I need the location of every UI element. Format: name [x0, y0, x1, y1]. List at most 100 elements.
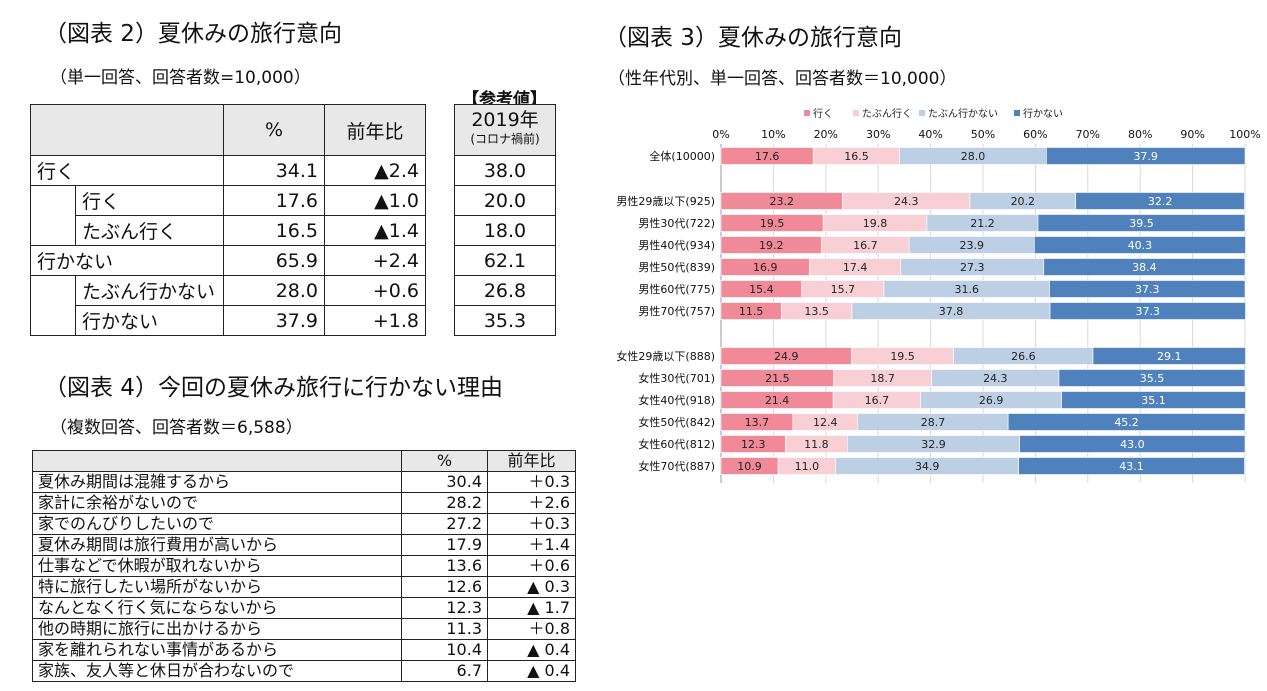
fig4-title: （図表 4）今回の夏休み旅行に行かない理由 — [44, 375, 503, 401]
data-label: 38.4 — [1132, 261, 1157, 274]
row-yoy: ▲2.4 — [324, 155, 426, 186]
data-label: 13.5 — [804, 305, 829, 318]
ref-value: 18.0 — [454, 215, 556, 246]
table-row: 行かない 65.9 +2.4 — [30, 245, 426, 276]
reason-pct: 11.3 — [401, 618, 488, 640]
table-row: なんとなく行く気にならないから 12.3 ▲ 1.7 — [32, 597, 576, 619]
data-label: 26.6 — [1011, 350, 1036, 363]
row-label: たぶん行かない — [75, 275, 224, 306]
bar-segment — [1007, 413, 1246, 431]
fig3-title: （図表 3）夏休みの旅行意向 — [604, 25, 902, 51]
ref-value: 62.1 — [454, 245, 556, 276]
table-row: 夏休み期間は旅行費用が高いから 17.9 ＋1.4 — [32, 534, 576, 556]
data-label: 12.4 — [813, 416, 838, 429]
data-label: 21.5 — [765, 372, 790, 385]
row-label: 行く — [75, 185, 224, 216]
legend-label: 行かない — [1023, 107, 1063, 120]
reason-yoy: ▲ 0.4 — [487, 639, 576, 661]
fig3-subtitle: （性年代別、単一回答、回答者数＝10,000） — [608, 69, 957, 89]
row-label: 行かない — [75, 305, 224, 336]
legend-swatch — [1014, 110, 1020, 116]
bar-segment — [1061, 391, 1246, 409]
category-label: 女性50代(842) — [638, 415, 715, 429]
reason-label: 特に旅行したい場所がないから — [32, 576, 402, 598]
fig2-reference-table: 2019年 (コロナ禍前) 38.0 20.0 18.0 62.1 26.8 3… — [454, 104, 556, 336]
table-row: 家計に余裕がないので 28.2 ＋2.6 — [32, 492, 576, 514]
reason-pct: 12.6 — [401, 576, 488, 598]
row-yoy: +0.6 — [324, 275, 426, 306]
category-label: 男性30代(722) — [638, 216, 715, 230]
x-tick-label: 20% — [814, 128, 838, 141]
reason-pct: 28.2 — [401, 492, 488, 514]
category-label: 男性70代(757) — [638, 304, 715, 318]
data-label: 39.5 — [1129, 217, 1154, 230]
legend-swatch — [804, 110, 810, 116]
bar-segment — [1018, 457, 1245, 475]
indent-cell — [30, 275, 76, 336]
data-label: 28.0 — [961, 150, 986, 163]
bar-segment — [1037, 214, 1246, 232]
header-2019: 2019年 (コロナ禍前) — [454, 104, 556, 156]
data-label: 19.5 — [890, 350, 915, 363]
table-row: 行かない 37.9 +1.8 — [31, 305, 426, 336]
reason-pct: 12.3 — [401, 597, 488, 619]
x-tick-label: 30% — [866, 128, 890, 141]
row-yoy: ▲1.4 — [324, 215, 426, 246]
data-label: 17.6 — [755, 150, 780, 163]
data-label: 21.4 — [765, 394, 790, 407]
x-tick-label: 0% — [712, 128, 729, 141]
table-row: 夏休み期間は混雑するから 30.4 ＋0.3 — [32, 471, 576, 493]
data-label: 19.2 — [759, 239, 784, 252]
row-pct: 65.9 — [223, 245, 325, 276]
x-tick-label: 40% — [918, 128, 942, 141]
table-row: 行く 34.1 ▲2.4 — [30, 155, 426, 186]
reason-label: 家でのんびりしたいので — [32, 513, 402, 535]
reason-pct: 6.7 — [401, 660, 488, 682]
data-label: 28.7 — [921, 416, 946, 429]
category-label: 男性60代(775) — [638, 282, 715, 296]
data-label: 12.3 — [741, 438, 766, 451]
legend-label: たぶん行く — [862, 107, 912, 120]
legend-swatch — [853, 110, 859, 116]
ref-value: 35.3 — [454, 305, 556, 336]
data-label: 15.7 — [831, 283, 856, 296]
reason-yoy: ▲ 0.3 — [487, 576, 576, 598]
fig4-table: % 前年比 夏休み期間は混雑するから 30.4 ＋0.3 家計に余裕がないので 28.… — [32, 450, 576, 682]
category-label: 全体(10000) — [649, 149, 715, 163]
category-label: 女性40代(918) — [638, 393, 715, 407]
reason-yoy: ＋2.6 — [487, 492, 576, 514]
category-label: 女性70代(887) — [638, 459, 715, 473]
reason-label: 家計に余裕がないので — [32, 492, 402, 514]
data-label: 23.9 — [959, 239, 984, 252]
fig2-subtitle: （単一回答、回答者数=10,000） — [50, 68, 311, 88]
bar-segment — [1058, 369, 1246, 387]
data-label: 31.6 — [955, 283, 980, 296]
bar-segment — [1049, 280, 1246, 298]
data-label: 15.4 — [749, 283, 774, 296]
x-tick-label: 50% — [971, 128, 995, 141]
table-row: 家を離れられない事情があるから 10.4 ▲ 0.4 — [32, 639, 576, 661]
data-label: 17.4 — [843, 261, 868, 274]
header-pct: % — [401, 450, 488, 472]
header-blank — [30, 104, 224, 156]
category-label: 女性60代(812) — [638, 437, 715, 451]
table-header-row: 2019年 (コロナ禍前) — [454, 104, 556, 156]
row-pct: 37.9 — [223, 305, 325, 336]
data-label: 37.8 — [939, 305, 964, 318]
reason-pct: 27.2 — [401, 513, 488, 535]
reason-yoy: ▲ 1.7 — [487, 597, 576, 619]
category-label: 女性30代(701) — [638, 371, 715, 385]
data-label: 29.1 — [1157, 350, 1182, 363]
reason-yoy: ＋0.6 — [487, 555, 576, 577]
legend-label: 行く — [813, 107, 833, 120]
header-blank — [32, 450, 402, 472]
category-label: 男性29歳以下(925) — [616, 194, 715, 208]
row-yoy: +1.8 — [324, 305, 426, 336]
data-label: 24.9 — [774, 350, 799, 363]
table-header-row: % 前年比 — [30, 104, 426, 156]
category-label: 男性40代(934) — [638, 238, 715, 252]
reason-label: 夏休み期間は旅行費用が高いから — [32, 534, 402, 556]
x-tick-label: 10% — [761, 128, 785, 141]
data-label: 43.0 — [1120, 438, 1145, 451]
fig2-title: （図表 2）夏休みの旅行意向 — [44, 21, 342, 47]
